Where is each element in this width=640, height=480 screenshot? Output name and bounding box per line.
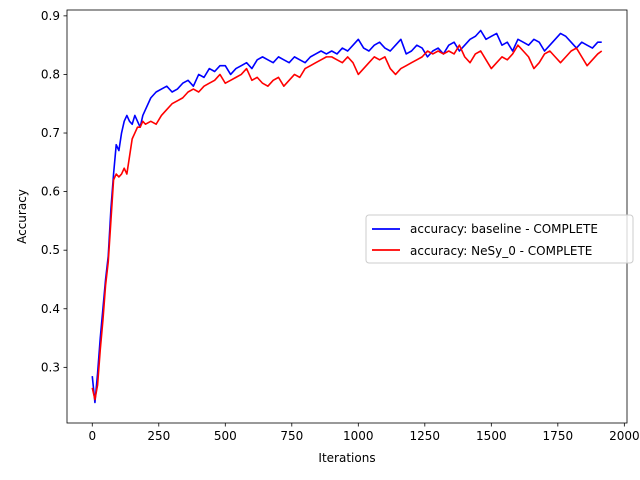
x-tick-label: 750 <box>280 429 303 443</box>
x-tick-label: 500 <box>214 429 237 443</box>
x-tick-label: 1000 <box>343 429 374 443</box>
x-tick-label: 250 <box>147 429 170 443</box>
y-axis-label: Accuracy <box>15 189 29 244</box>
x-tick-label: 1500 <box>476 429 507 443</box>
x-tick-label: 1750 <box>543 429 574 443</box>
x-axis-ticks: 0 250 500 750 1000 1250 1500 1750 2000 <box>88 423 640 443</box>
series-line-0 <box>91 29 602 404</box>
plot-lines <box>91 29 603 404</box>
legend-label-nesy: accuracy: NeSy_0 - COMPLETE <box>410 244 592 258</box>
y-tick-label: 0.3 <box>41 360 60 374</box>
y-tick-label: 0.6 <box>41 185 60 199</box>
series-line-1 <box>91 44 603 401</box>
y-tick-label: 0.8 <box>41 67 60 81</box>
legend-box <box>365 214 634 264</box>
legend-label-baseline: accuracy: baseline - COMPLETE <box>410 222 598 236</box>
y-tick-label: 0.4 <box>41 302 60 316</box>
x-tick-label: 2000 <box>609 429 640 443</box>
x-axis-label: Iterations <box>318 451 375 465</box>
y-tick-label: 0.5 <box>41 243 60 257</box>
y-tick-label: 0.9 <box>41 9 60 23</box>
x-tick-label: 1250 <box>410 429 441 443</box>
legend: accuracy: baseline - COMPLETE accuracy: … <box>365 214 634 264</box>
x-tick-label: 0 <box>88 429 96 443</box>
y-tick-label: 0.7 <box>41 126 60 140</box>
y-axis-ticks: 0.3 0.4 0.5 0.6 0.7 0.8 0.9 <box>41 9 67 374</box>
